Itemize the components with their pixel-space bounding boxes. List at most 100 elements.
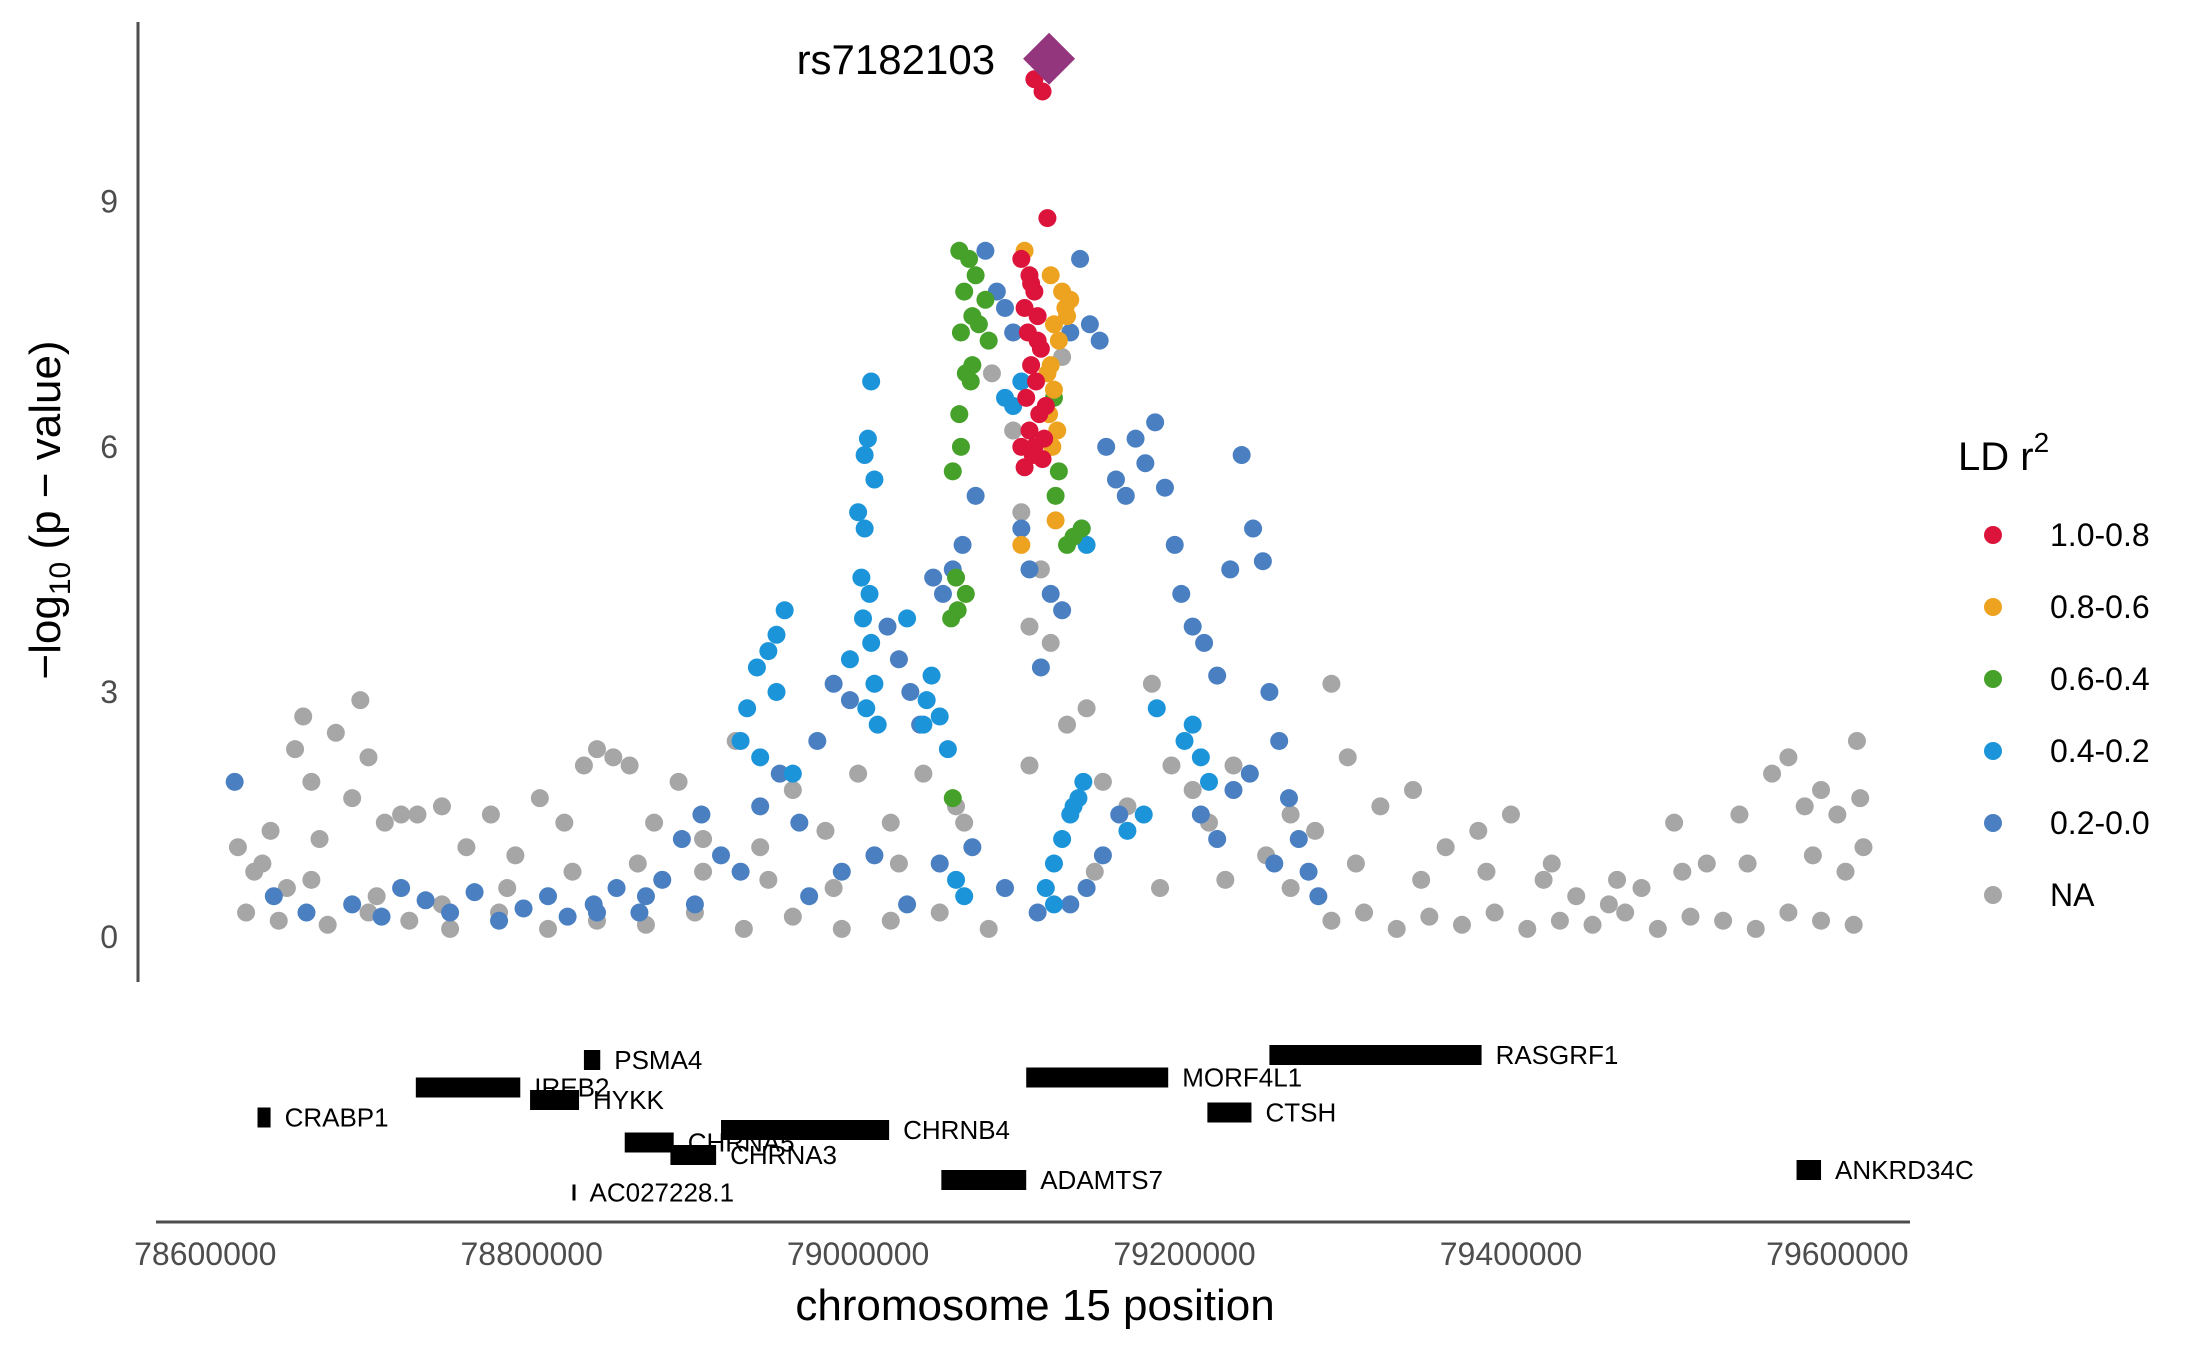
data-point	[1550, 911, 1569, 930]
data-point	[1077, 879, 1096, 898]
data-point	[953, 535, 972, 554]
data-point	[1015, 298, 1034, 317]
data-point	[800, 887, 819, 906]
data-point	[969, 315, 988, 334]
data-point	[759, 870, 778, 889]
x-tick-label: 78800000	[461, 1236, 603, 1272]
data-point	[808, 731, 827, 750]
data-point	[924, 568, 943, 587]
data-point	[1387, 919, 1406, 938]
data-point	[685, 895, 704, 914]
gene-bar	[1796, 1160, 1822, 1180]
data-point	[832, 919, 851, 938]
data-point	[930, 903, 949, 922]
data-point	[734, 919, 753, 938]
data-point	[914, 764, 933, 783]
data-point	[645, 813, 664, 832]
gene-bar	[624, 1132, 674, 1153]
y-axis: 0 3 6 9 −log10 (p − value)	[21, 22, 140, 982]
scatter-points	[225, 70, 1873, 938]
data-point	[400, 911, 419, 930]
data-point	[1738, 854, 1757, 873]
data-point	[1763, 764, 1782, 783]
legend-label: NA	[2050, 877, 2095, 913]
data-point	[1567, 887, 1586, 906]
data-point	[712, 846, 731, 865]
data-point	[1270, 731, 1289, 750]
data-point	[1648, 919, 1667, 938]
data-point	[840, 650, 859, 669]
data-point	[947, 870, 966, 889]
data-point	[855, 519, 874, 538]
data-point	[1116, 486, 1135, 505]
data-point	[1046, 486, 1065, 505]
data-point	[692, 805, 711, 824]
data-point	[253, 854, 272, 873]
data-point	[865, 470, 884, 489]
data-point	[372, 907, 391, 926]
data-point	[607, 879, 626, 898]
data-point	[1110, 805, 1129, 824]
data-point	[783, 781, 802, 799]
data-point	[956, 584, 975, 603]
data-point	[1632, 879, 1651, 898]
data-point	[1022, 274, 1041, 293]
x-tick-label: 79600000	[1766, 1236, 1908, 1272]
data-point	[310, 830, 329, 849]
gene-bar	[1207, 1102, 1252, 1123]
data-point	[1022, 356, 1041, 375]
data-point	[824, 674, 843, 693]
legend-label: 0.8-0.6	[2050, 589, 2150, 625]
data-point	[441, 919, 460, 938]
gene-bar	[583, 1050, 601, 1070]
data-point	[976, 241, 995, 260]
data-point	[1281, 879, 1300, 898]
gene-label: CHRNB4	[903, 1115, 1010, 1145]
data-point	[587, 903, 606, 922]
gene-label: PSMA4	[614, 1045, 702, 1075]
data-point	[1208, 666, 1227, 685]
data-point	[1061, 895, 1080, 914]
data-point	[351, 691, 370, 710]
data-point	[1020, 421, 1039, 440]
data-point	[514, 899, 533, 918]
data-point	[1053, 830, 1072, 849]
data-point	[1036, 879, 1055, 898]
data-point	[1183, 781, 1202, 799]
data-point	[1041, 584, 1060, 603]
data-point	[767, 682, 786, 701]
data-point	[1191, 748, 1210, 767]
data-point	[530, 789, 549, 808]
data-point	[1126, 429, 1145, 448]
data-point	[1221, 560, 1240, 579]
data-point	[1779, 748, 1798, 767]
data-point	[1046, 511, 1065, 530]
data-point	[237, 903, 256, 922]
data-point	[1673, 862, 1692, 881]
data-point	[1155, 478, 1174, 497]
data-point	[1195, 633, 1214, 652]
data-point	[1355, 903, 1374, 922]
data-point	[950, 405, 969, 424]
data-point	[1253, 552, 1272, 571]
data-point	[1346, 854, 1365, 873]
data-point	[951, 437, 970, 456]
data-point	[1012, 249, 1031, 268]
lead-snp-marker	[1023, 32, 1076, 85]
data-point	[767, 625, 786, 644]
data-point	[1265, 854, 1284, 873]
data-point	[1020, 617, 1039, 636]
data-point	[862, 633, 881, 652]
data-point	[901, 682, 920, 701]
data-point	[1134, 805, 1153, 824]
data-point	[1053, 601, 1072, 620]
data-point	[574, 756, 593, 775]
data-point	[1028, 331, 1047, 350]
data-point	[731, 862, 750, 881]
data-point	[759, 642, 778, 661]
data-point	[878, 617, 897, 636]
data-point	[898, 609, 917, 628]
data-point	[1240, 764, 1259, 783]
gene-bar	[941, 1170, 1027, 1190]
